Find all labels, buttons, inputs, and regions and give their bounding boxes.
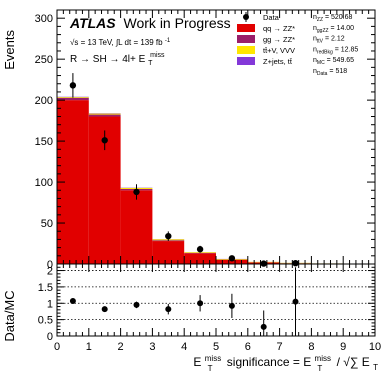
legend-data-label: Data [263, 13, 280, 22]
ratio-y-tick-label-1.5: 1.5 [38, 282, 53, 294]
x-tick-label-1: 1 [86, 341, 92, 353]
legend-item-2: tt̄+V, VVV [237, 46, 295, 55]
legend-item-3: Z+jets, tt̄ [237, 57, 293, 66]
ratio-y-axis: 0 0.5 1 1.5 2 [38, 263, 375, 343]
energy-text: √s = 13 TeV, [70, 38, 116, 47]
lumi-superscript: -1 [165, 38, 171, 44]
yield-3: nredBkg = 12.85 [313, 46, 358, 55]
ratio-reference-lines [57, 270, 375, 321]
legend-swatch-0 [237, 24, 255, 32]
legend-item-0: qq → ZZ* [237, 24, 295, 33]
yield-2: nttV = 2.12 [313, 36, 345, 45]
yield-summary: nZZ = 520.68 nggZZ = 14.00 nttV = 2.12nred… [313, 14, 358, 77]
legend-item-data: Data [243, 12, 280, 22]
y-axis-label: Events [2, 30, 17, 70]
data-point-5 [228, 255, 236, 262]
legend-swatch-2 [237, 46, 255, 54]
ratio-y-axis-label: Data/MC [2, 290, 17, 341]
yield-0: nZZ = 520.68 [313, 14, 353, 23]
legend-label-3: Z+jets, tt̄ [263, 57, 293, 66]
x-tick-label-0: 0 [54, 341, 60, 353]
main-y-tick-label-100: 100 [35, 177, 53, 189]
bar-2-1 [88, 113, 121, 115]
atlas-label: ATLAS Work in Progress [69, 15, 231, 31]
x-axis-label: E miss T significance = E miss T / √∑ E … [193, 350, 378, 374]
x-tick-label-9: 9 [340, 341, 346, 353]
energy-lumi-label: √s = 13 TeV, ∫L dt = 139 fb -1 [70, 38, 171, 47]
main-y-tick-label-300: 300 [35, 13, 53, 25]
process-label: R → SH → 4l+ E T miss [70, 52, 165, 68]
data-point-3 [165, 232, 172, 240]
x-tick-label-6: 6 [245, 341, 251, 353]
main-histogram-panel: 0 50 100 150 200 250 300 Events ATLAS Work in … [2, 9, 376, 271]
data-point-2 [133, 188, 140, 196]
yield-5: nData = 518 [313, 68, 347, 77]
legend-label-1: gg → ZZ* [263, 35, 295, 44]
ratio-point-0 [69, 297, 76, 304]
legend-swatch-1 [237, 35, 255, 43]
ratio-y-tick-label-0.5: 0.5 [38, 315, 53, 327]
main-x-ticks [56, 10, 376, 264]
ratio-y-tick-label-2: 2 [47, 266, 53, 278]
legend-label-0: qq → ZZ* [263, 24, 295, 33]
data-point-0 [69, 82, 77, 89]
ratio-frame [56, 263, 376, 337]
ratio-point-7 [292, 298, 299, 305]
data-point-4 [196, 246, 204, 253]
ratio-panel: 0 0.5 1 1.5 2 0 1 2 3 4 5 6 7 8 9 10 Data/MC E miss T … [2, 263, 381, 374]
ratio-point-2 [133, 301, 140, 308]
x-tick-label-4: 4 [181, 341, 187, 353]
main-y-tick-label-250: 250 [35, 54, 53, 66]
main-y-tick-label-150: 150 [35, 136, 53, 148]
legend-swatch-3 [237, 57, 255, 65]
bar-1-1 [88, 114, 121, 117]
x-tick-label-2: 2 [118, 341, 124, 353]
x-tick-label-5: 5 [213, 341, 219, 353]
ratio-x-axis: 0 1 2 3 4 5 6 7 8 9 10 [54, 264, 381, 353]
x-tick-label-8: 8 [308, 341, 314, 353]
bar-0-5 [216, 259, 248, 264]
ratio-point-5 [228, 302, 235, 309]
x-tick-label-7: 7 [277, 341, 283, 353]
atlas-status: Work in Progress [124, 15, 231, 31]
main-y-tick-label-50: 50 [41, 218, 53, 230]
main-y-tick-label-0: 0 [47, 259, 53, 271]
x-tick-label-10: 10 [369, 341, 381, 353]
bar-0-4 [184, 253, 216, 264]
legend-item-1: gg → ZZ* [237, 35, 295, 44]
bar-0-3 [152, 241, 185, 264]
ratio-point-6 [260, 323, 267, 330]
process-text: R → SH → 4l+ E [70, 54, 146, 65]
legend-label-2: tt̄+V, VVV [263, 46, 295, 55]
data-point-7 [292, 259, 299, 267]
x-tick-label-3: 3 [149, 341, 155, 353]
lumi-text: ∫L dt = 139 fb [115, 38, 163, 47]
yield-4: nMC = 549.65 [313, 57, 354, 66]
bar-0-2 [120, 190, 153, 264]
ratio-points [69, 267, 299, 336]
bar-1-0 [57, 97, 89, 101]
process-subscript: T [148, 60, 153, 67]
main-y-tick-label-200: 200 [35, 95, 53, 107]
ratio-point-3 [165, 306, 172, 313]
data-points [69, 73, 299, 267]
stacked-histogram [57, 96, 375, 264]
atlas-word: ATLAS [69, 15, 116, 31]
ratio-y-tick-label-0: 0 [47, 331, 53, 343]
process-superscript: miss [150, 52, 165, 59]
ratio-y-tick-label-1: 1 [47, 298, 53, 310]
ratio-point-1 [101, 306, 108, 313]
data-point-1 [101, 137, 108, 144]
yield-1: nggZZ = 14.00 [313, 25, 354, 34]
ratio-point-4 [197, 300, 204, 307]
legend: Data qq → ZZ* gg → ZZ* tt̄+V, VVV Z+jets, tt… [237, 12, 295, 66]
